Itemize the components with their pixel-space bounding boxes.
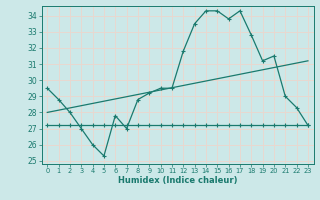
X-axis label: Humidex (Indice chaleur): Humidex (Indice chaleur) bbox=[118, 176, 237, 185]
